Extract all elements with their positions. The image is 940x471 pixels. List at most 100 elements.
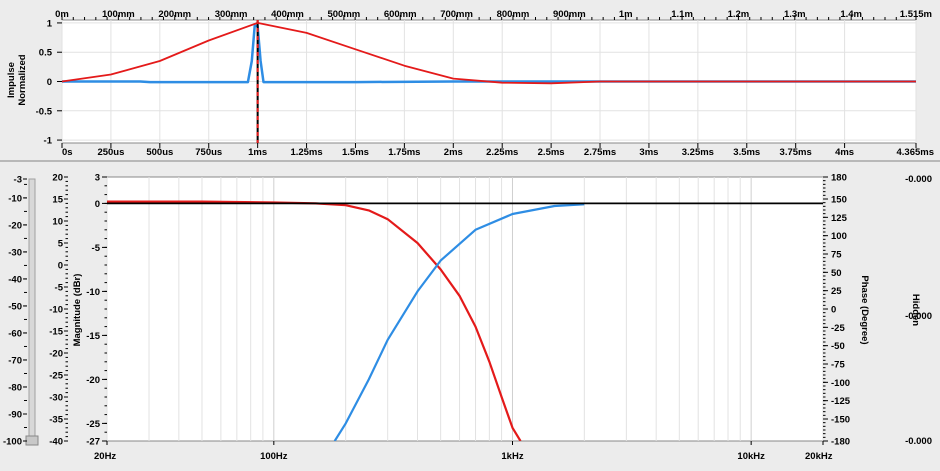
impulse-y-axis: 1 0.5 0 -0.5 -1 bbox=[36, 18, 62, 147]
slider-tick-label: -80 bbox=[8, 382, 22, 393]
offset-scale-tick-label: -20 bbox=[49, 349, 63, 360]
impulse-y-tick-label: 1 bbox=[47, 18, 53, 29]
frequency-series bbox=[107, 200, 823, 441]
impulse-top-tick-label: 400mm bbox=[271, 9, 304, 20]
offset-scale-tick-label: -40 bbox=[49, 437, 63, 448]
impulse-top-tick-label: 1.1m bbox=[671, 9, 693, 20]
frequency-x-tick-label: 10kHz bbox=[737, 451, 765, 462]
impulse-top-tick-label: 1.2m bbox=[728, 9, 750, 20]
slider-scale: -3 -10 -20 -30 -40 -50 -60 -70 -80 -90 -100 bbox=[3, 175, 27, 448]
slider-tick-label: -90 bbox=[8, 409, 22, 420]
impulse-bottom-tick-label: 3ms bbox=[639, 147, 658, 158]
impulse-top-tick-label: 0m bbox=[55, 9, 69, 20]
impulse-bottom-tick-label: 3.25ms bbox=[682, 147, 714, 158]
offset-scale-tick-label: 0 bbox=[58, 261, 63, 272]
phase-tick-label: 125 bbox=[831, 213, 848, 224]
impulse-y-tick-label: -0.5 bbox=[36, 106, 53, 117]
phase-tick-label: 180 bbox=[831, 173, 847, 184]
impulse-bottom-axis: 0s 250us 500us 750us 1ms 1.25ms 1.5ms 1.75ms 2ms… bbox=[61, 143, 934, 158]
impulse-top-tick-label: 800mm bbox=[497, 9, 530, 20]
impulse-bottom-tick-label: 250us bbox=[97, 147, 124, 158]
impulse-top-axis: 0m 100mm 200mm 300mm 400mm 500mm 600mm 700mm 800… bbox=[55, 9, 932, 20]
impulse-bottom-tick-label: 0s bbox=[62, 147, 73, 158]
frequency-x-tick-label: 100Hz bbox=[260, 451, 288, 462]
magnitude-axis-label: Magnitude (dBr) bbox=[72, 274, 83, 347]
level-slider[interactable]: -3 -10 -20 -30 -40 -50 -60 -70 -80 -90 -100 bbox=[3, 175, 39, 448]
phase-axis-label: Phase (Degree) bbox=[859, 275, 870, 344]
impulse-top-tick-label: 700mm bbox=[440, 9, 473, 20]
phase-axis: 180 150 125 100 75 50 25 0 -25 -50 -75 -100 -125 -150… bbox=[823, 173, 851, 448]
impulse-y-tick-label: 0.5 bbox=[39, 48, 53, 59]
magnitude-tick-label: -20 bbox=[86, 375, 100, 386]
impulse-top-tick-label: 300mm bbox=[215, 9, 248, 20]
slider-tick-label: -3 bbox=[14, 175, 22, 186]
magnitude-tick-label: -5 bbox=[92, 243, 101, 254]
phase-tick-label: -25 bbox=[831, 323, 845, 334]
frequency-axis: 20Hz 100Hz 1kHz 10kHz 20kHz bbox=[94, 441, 833, 462]
slider-tick-label: -30 bbox=[8, 247, 22, 258]
frequency-blue-line bbox=[333, 203, 585, 441]
magnitude-tick-label: 3 bbox=[95, 173, 100, 184]
impulse-ylabel-line1: Impulse bbox=[6, 62, 17, 98]
offset-scale: 20 15 10 5 0 -5 -10 -15 -20 -25 -30 -35 -40 bbox=[49, 173, 68, 448]
magnitude-tick-label: -15 bbox=[86, 331, 100, 342]
phase-tick-label: 50 bbox=[831, 268, 842, 279]
impulse-top-tick-label: 1m bbox=[619, 9, 633, 20]
impulse-top-tick-label: 1.515m bbox=[900, 9, 932, 20]
impulse-bottom-tick-label: 1.25ms bbox=[290, 147, 322, 158]
phase-tick-label: -75 bbox=[831, 360, 845, 371]
impulse-red-line bbox=[61, 22, 916, 85]
slider-handle-icon[interactable] bbox=[25, 435, 39, 446]
impulse-bottom-tick-label: 2.75ms bbox=[584, 147, 616, 158]
impulse-bottom-tick-label: 1.5ms bbox=[342, 147, 369, 158]
hidden-value-bottom: -0.000 bbox=[905, 436, 932, 447]
impulse-top-tick-label: 200mm bbox=[158, 9, 191, 20]
magnitude-tick-label: -10 bbox=[86, 287, 100, 298]
magnitude-tick-label: 0 bbox=[95, 199, 100, 210]
phase-tick-label: 0 bbox=[831, 305, 836, 316]
slider-tick-label: -100 bbox=[3, 437, 22, 448]
impulse-bottom-tick-label: 1ms bbox=[248, 147, 267, 158]
impulse-y-tick-label: -1 bbox=[44, 136, 53, 147]
impulse-top-tick-label: 100mm bbox=[102, 9, 135, 20]
impulse-bottom-tick-label: 1.75ms bbox=[388, 147, 420, 158]
phase-tick-label: -125 bbox=[831, 396, 851, 407]
frequency-x-tick-label: 1kHz bbox=[501, 451, 523, 462]
impulse-top-tick-label: 900mm bbox=[553, 9, 586, 20]
magnitude-axis: 3 0 -5 -10 -15 -20 -25 -27 bbox=[86, 173, 107, 448]
impulse-top-tick-label: 1.4m bbox=[840, 9, 862, 20]
slider-tick-label: -20 bbox=[8, 220, 22, 231]
impulse-bottom-tick-label: 500us bbox=[146, 147, 173, 158]
offset-scale-tick-label: -30 bbox=[49, 393, 63, 404]
phase-tick-label: -100 bbox=[831, 378, 850, 389]
offset-scale-tick-label: -10 bbox=[49, 305, 63, 316]
impulse-bottom-tick-label: 4.365ms bbox=[896, 147, 934, 158]
offset-scale-tick-label: -25 bbox=[49, 371, 63, 382]
slider-track[interactable] bbox=[28, 178, 36, 442]
impulse-top-tick-label: 600mm bbox=[384, 9, 417, 20]
impulse-blue-line bbox=[62, 24, 916, 84]
impulse-bottom-tick-label: 750us bbox=[195, 147, 222, 158]
phase-tick-label: 25 bbox=[831, 286, 842, 297]
offset-scale-tick-label: 20 bbox=[52, 173, 63, 184]
phase-tick-label: -180 bbox=[831, 437, 850, 448]
slider-tick-label: -50 bbox=[8, 301, 22, 312]
hidden-value-middle: -0.000 bbox=[905, 311, 932, 322]
phase-tick-label: 100 bbox=[831, 231, 847, 242]
impulse-bottom-tick-label: 2ms bbox=[444, 147, 463, 158]
offset-scale-tick-label: -35 bbox=[49, 415, 63, 426]
offset-scale-tick-label: 5 bbox=[58, 239, 64, 250]
impulse-bottom-tick-label: 2.25ms bbox=[486, 147, 518, 158]
frequency-plot-area[interactable] bbox=[106, 176, 824, 442]
impulse-top-tick-label: 1.3m bbox=[784, 9, 806, 20]
slider-tick-label: -40 bbox=[8, 274, 22, 285]
impulse-y-tick-label: 0 bbox=[47, 77, 52, 88]
hidden-axis-label: Hidden bbox=[910, 294, 921, 326]
slider-tick-label: -60 bbox=[8, 328, 22, 339]
magnitude-tick-label: -27 bbox=[86, 437, 100, 448]
impulse-bottom-tick-label: 4ms bbox=[835, 147, 854, 158]
impulse-bottom-tick-label: 3.5ms bbox=[733, 147, 760, 158]
magnitude-tick-label: -25 bbox=[86, 419, 100, 430]
offset-scale-tick-label: 15 bbox=[52, 195, 63, 206]
